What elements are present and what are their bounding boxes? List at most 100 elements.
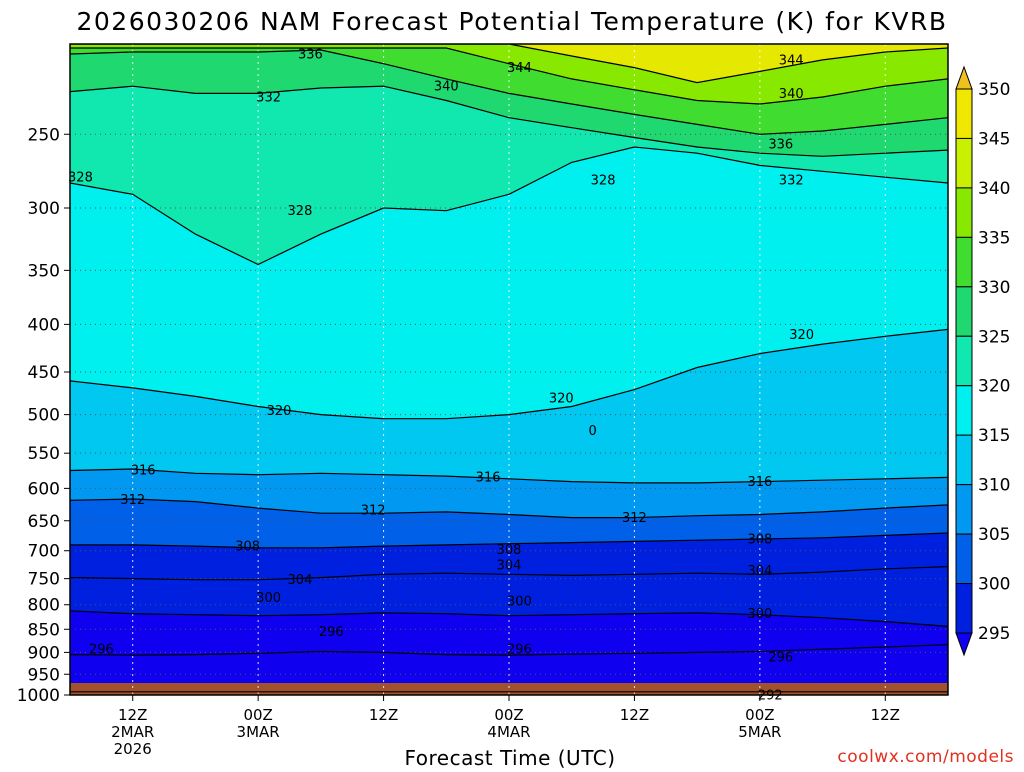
x-tick-label: 2026 — [114, 740, 152, 758]
colorbar-segment — [955, 434, 973, 486]
x-tick-label: 00Z — [745, 706, 774, 724]
contour-label: 296 — [319, 625, 344, 640]
colorbar-segment — [955, 533, 973, 585]
y-tick-label: 450 — [28, 363, 60, 383]
colorbar-arrow-bottom — [955, 632, 973, 657]
x-tick-label: 00Z — [243, 706, 272, 724]
contour-label: 312 — [622, 511, 647, 526]
contour-label: 340 — [434, 80, 459, 95]
colorbar-label: 350 — [978, 80, 1010, 100]
contour-label: 312 — [120, 493, 145, 508]
y-tick-label: 550 — [28, 444, 60, 464]
colorbar-segment — [955, 385, 973, 436]
contour-line-312 — [70, 498, 948, 519]
contour-label: 320 — [267, 404, 292, 419]
contour-line-336 — [70, 49, 948, 135]
colorbar-label: 295 — [978, 624, 1010, 644]
x-axis-title: Forecast Time (UTC) — [404, 746, 615, 768]
y-tick-label: 250 — [28, 125, 60, 145]
contour-label: 308 — [497, 543, 522, 558]
contour-label: 328 — [591, 174, 616, 189]
contour-line-320 — [70, 328, 948, 420]
colorbar-arrow-top — [955, 65, 973, 90]
contour-line-308 — [70, 532, 948, 549]
contour-label: 296 — [89, 642, 114, 657]
colorbar-label: 335 — [978, 228, 1010, 248]
temperature-band-top — [70, 44, 948, 83]
contour-label: 316 — [131, 463, 156, 478]
contour-label: 308 — [235, 540, 260, 555]
x-tick-label: 12Z — [620, 706, 649, 724]
x-tick-label: 3MAR — [237, 723, 280, 741]
x-tick-label: 00Z — [494, 706, 523, 724]
colorbar-segment — [955, 484, 973, 535]
contour-label: 340 — [779, 87, 804, 102]
x-tick-label: 4MAR — [487, 723, 530, 741]
colorbar-segment — [955, 88, 973, 139]
colorbar-label: 305 — [978, 525, 1010, 545]
y-tick-label: 950 — [28, 665, 60, 685]
contour-line-316 — [70, 468, 948, 484]
contour-line-340 — [70, 47, 948, 105]
contour-label: 316 — [476, 470, 501, 485]
x-tick-label: 12Z — [871, 706, 900, 724]
contour-label: 304 — [497, 558, 522, 573]
contour-label: 320 — [549, 392, 574, 407]
contour-label: 332 — [779, 174, 804, 189]
contour-line-296 — [70, 644, 948, 656]
x-tick-label: 12Z — [369, 706, 398, 724]
y-tick-label: 300 — [28, 199, 60, 219]
y-tick-label: 500 — [28, 406, 60, 426]
contour-label: 332 — [256, 90, 281, 105]
contour-label: 328 — [68, 171, 93, 186]
contour-label: 312 — [361, 504, 386, 519]
y-tick-label: 750 — [28, 570, 60, 590]
colorbar-label: 310 — [978, 476, 1010, 496]
contour-label: 0 — [588, 424, 596, 439]
colorbar-label: 345 — [978, 129, 1010, 149]
chart-title: 2026030206 NAM Forecast Potential Temper… — [76, 7, 947, 36]
contour-line-332 — [70, 85, 948, 157]
contour-label: 336 — [298, 47, 323, 62]
y-tick-label: 400 — [28, 315, 60, 335]
colorbar-segment — [955, 286, 973, 337]
x-tick-label: 2MAR — [111, 723, 154, 741]
y-tick-label: 700 — [28, 542, 60, 562]
x-tick-label: 12Z — [118, 706, 147, 724]
contour-line-328 — [70, 146, 948, 266]
contour-label: 296 — [768, 650, 793, 665]
y-tick-label: 850 — [28, 620, 60, 640]
colorbar-label: 315 — [978, 426, 1010, 446]
colorbar-segment — [955, 335, 973, 387]
colorbar-segment — [955, 236, 973, 288]
colorbar-label: 320 — [978, 377, 1010, 397]
contour-label: 308 — [747, 533, 772, 548]
colorbar-label: 340 — [978, 179, 1010, 199]
colorbar-label: 330 — [978, 278, 1010, 298]
contour-line-344 — [70, 44, 948, 84]
colorbar-segment — [955, 583, 973, 634]
y-tick-label: 900 — [28, 643, 60, 663]
contour-label: 292 — [758, 689, 783, 704]
y-tick-label: 350 — [28, 261, 60, 281]
contour-label: 320 — [789, 328, 814, 343]
y-tick-label: 600 — [28, 479, 60, 499]
contour-label: 304 — [288, 573, 313, 588]
contour-label: 296 — [507, 642, 532, 657]
contour-label: 344 — [507, 61, 532, 76]
watermark-text: coolwx.com/models — [837, 747, 1014, 767]
contour-line-300 — [70, 610, 948, 627]
colorbar-segment — [955, 137, 973, 189]
y-tick-label: 1000 — [17, 686, 60, 706]
contour-line-304 — [70, 566, 948, 581]
x-tick-label: 5MAR — [738, 723, 781, 741]
contour-label: 336 — [768, 137, 793, 152]
y-tick-label: 650 — [28, 512, 60, 532]
contour-label: 316 — [747, 475, 772, 490]
colorbar-label: 300 — [978, 575, 1010, 595]
contour-label: 300 — [256, 591, 281, 606]
contour-label: 304 — [747, 564, 772, 579]
y-tick-label: 800 — [28, 596, 60, 616]
